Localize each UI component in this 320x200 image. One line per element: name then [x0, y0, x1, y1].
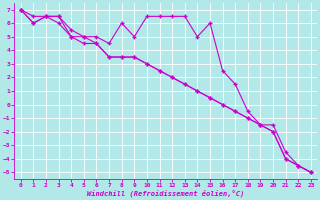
X-axis label: Windchill (Refroidissement éolien,°C): Windchill (Refroidissement éolien,°C) [87, 190, 244, 197]
